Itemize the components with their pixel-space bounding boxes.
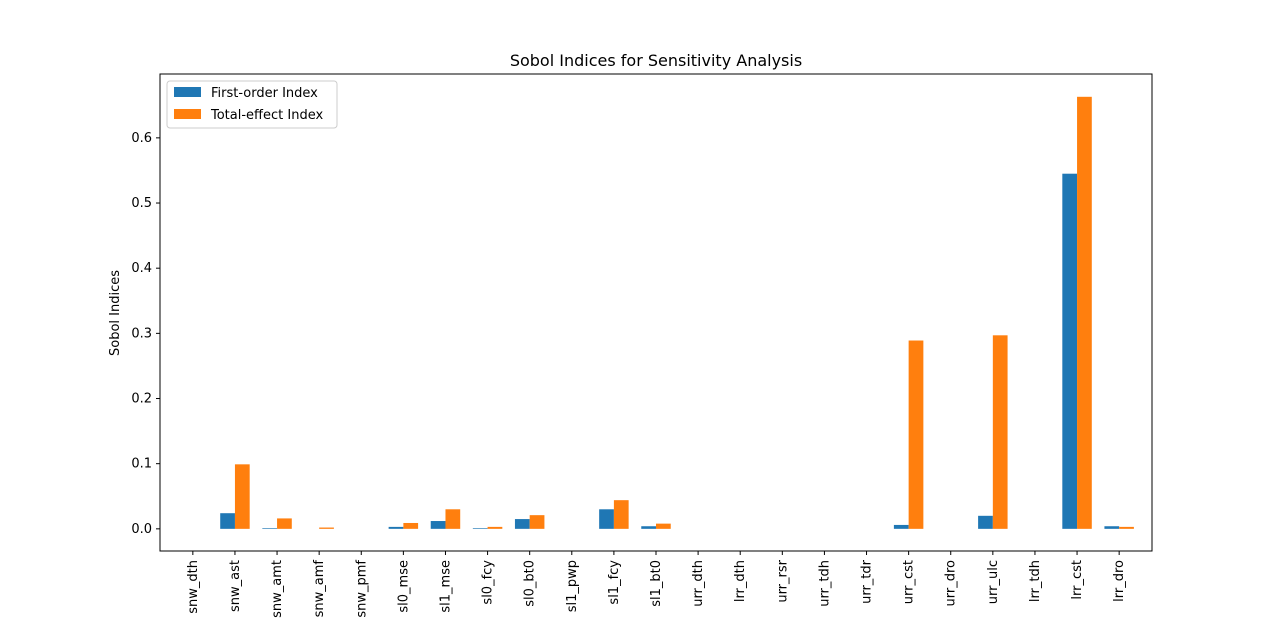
x-tick-label: snw_dth (186, 560, 201, 614)
x-tick-label: lrr_dro (1112, 560, 1127, 602)
x-tick-label: urr_dth (691, 560, 706, 607)
x-tick-label: urr_cst (902, 560, 917, 604)
bar-total-effect-sl0_fcy (487, 526, 503, 529)
x-tick-label: snw_ast (228, 560, 243, 612)
bar-total-effect-lrr_dro (1119, 526, 1134, 529)
x-tick-label: urr_ulc (986, 560, 1001, 604)
legend-box (166, 80, 338, 129)
y-axis: 0.0 0.1 0.2 0.3 0.4 0.5 0.6 (131, 131, 160, 537)
bar-first-order-sl1_fcy (599, 509, 614, 529)
chart-title: Sobol Indices for Sensitivity Analysis (510, 51, 802, 70)
y-tick-label: 0.1 (131, 457, 152, 472)
x-tick-label: sl0_fcy (481, 560, 496, 605)
x-tick-label: sl0_bt0 (523, 560, 538, 607)
bar-total-effect-lrr_cst (1077, 96, 1092, 529)
legend-swatch (174, 109, 201, 119)
bar-total-effect-sl1_mse (445, 509, 461, 529)
bar-total-effect-snw_ast (234, 464, 250, 529)
bar-total-effect-snw_amt (277, 518, 292, 529)
bar-total-effect-urr_cst (908, 340, 924, 529)
bar-total-effect-sl0_mse (403, 522, 419, 529)
bar-first-order-urr_cst (893, 524, 909, 529)
y-axis-label: Sobol Indices (108, 270, 123, 356)
x-tick-label: lrr_cst (1070, 560, 1085, 600)
bar-first-order-sl1_bt0 (641, 526, 656, 529)
x-tick-label: sl1_mse (438, 560, 453, 613)
x-tick-label: urr_tdr (860, 559, 875, 604)
y-tick-label: 0.5 (131, 196, 152, 211)
x-tick-label: snw_amt (270, 560, 285, 618)
legend-label: First-order Index (211, 86, 318, 101)
x-tick-label: sl0_mse (396, 560, 411, 613)
x-tick-label: snw_amf (312, 560, 327, 618)
legend-swatch (174, 87, 201, 97)
bar-total-effect-sl1_fcy (613, 500, 629, 529)
bar-total-effect-urr_ulc (992, 335, 1008, 529)
y-tick-label: 0.0 (131, 522, 152, 537)
bar-total-effect-sl0_bt0 (529, 515, 545, 529)
bar-first-order-sl0_bt0 (514, 519, 530, 529)
bar-first-order-snw_amt (262, 528, 278, 529)
x-tick-label: sl1_pwp (565, 560, 580, 612)
x-tick-label: lrr_dth (733, 560, 748, 602)
bar-first-order-urr_ulc (978, 515, 993, 529)
legend: First-order Index Total-effect Index (166, 80, 338, 129)
x-tick-label: sl1_fcy (607, 560, 622, 605)
x-tick-label: urr_rsr (775, 559, 790, 602)
bar-first-order-snw_ast (220, 513, 235, 529)
bar-first-order-sl1_mse (430, 521, 446, 529)
x-axis: snw_dth snw_ast snw_amt snw_amf snw_pmf sl0_m… (186, 551, 1127, 618)
y-tick-label: 0.4 (131, 261, 152, 276)
x-tick-label: urr_tdh (817, 560, 832, 607)
legend-label: Total-effect Index (210, 108, 323, 123)
bars (220, 96, 1134, 529)
y-tick-label: 0.3 (131, 326, 152, 341)
x-tick-label: lrr_tdh (1028, 560, 1043, 602)
y-tick-label: 0.2 (131, 392, 152, 407)
x-tick-label: urr_dro (944, 560, 959, 607)
bar-first-order-sl0_mse (388, 526, 404, 529)
x-tick-label: snw_pmf (354, 560, 369, 618)
y-tick-label: 0.6 (131, 131, 152, 146)
bar-first-order-sl0_fcy (472, 528, 488, 529)
bar-total-effect-snw_amf (319, 527, 334, 529)
bar-first-order-lrr_dro (1104, 526, 1120, 529)
bar-total-effect-sl1_bt0 (656, 523, 671, 529)
x-tick-label: sl1_bt0 (649, 560, 664, 607)
bar-first-order-lrr_cst (1062, 173, 1078, 529)
